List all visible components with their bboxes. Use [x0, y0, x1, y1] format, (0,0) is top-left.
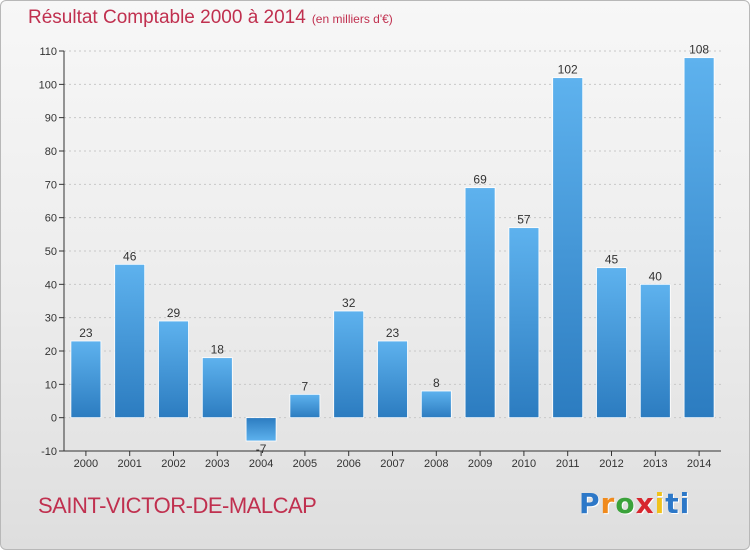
x-tick-label: 2013 — [643, 458, 667, 470]
x-tick-label: 2000 — [74, 458, 98, 470]
y-tick-label: 80 — [45, 146, 57, 158]
commune-name: SAINT-VICTOR-DE-MALCAP — [38, 493, 317, 518]
proxiti-logo: Proxiti — [579, 487, 691, 520]
x-tick-label: 2004 — [249, 458, 273, 470]
y-tick-label: 70 — [45, 179, 57, 191]
bar-2001 — [114, 263, 146, 419]
x-tick-label: 2006 — [336, 458, 360, 470]
bar-2012 — [596, 267, 627, 419]
data-label-2006: 32 — [342, 296, 356, 310]
data-label-2001: 46 — [123, 249, 137, 263]
x-tick-label: 2005 — [293, 458, 317, 470]
data-label-2008: 8 — [433, 376, 440, 390]
bar-2010 — [508, 227, 540, 419]
bar-2005 — [289, 393, 321, 419]
data-label-2004: -7 — [256, 442, 267, 456]
bar-2003 — [201, 357, 233, 419]
y-tick-label: 40 — [45, 279, 57, 291]
x-tick-label: 2003 — [205, 458, 229, 470]
x-tick-label: 2011 — [556, 458, 580, 470]
data-label-2000: 23 — [79, 326, 93, 340]
x-tick-label: 2012 — [599, 458, 623, 470]
y-tick-label: 100 — [39, 79, 57, 91]
x-tick-label: 2001 — [117, 458, 141, 470]
bar-2009 — [464, 187, 496, 419]
data-label-2010: 57 — [517, 213, 531, 227]
y-tick-label: 30 — [45, 313, 57, 325]
data-label-2011: 102 — [558, 63, 578, 77]
bar-2007 — [377, 340, 408, 419]
bar-2002 — [158, 320, 189, 419]
data-label-2002: 29 — [167, 306, 181, 320]
y-tick-label: 90 — [45, 113, 57, 125]
y-tick-label: 20 — [45, 346, 57, 358]
data-label-2003: 18 — [211, 343, 225, 357]
bar-2008 — [420, 390, 452, 419]
x-tick-label: 2014 — [687, 458, 711, 470]
data-label-2009: 69 — [473, 173, 487, 187]
y-tick-label: 50 — [45, 246, 57, 258]
bar-2004 — [245, 417, 277, 442]
y-tick-label: 60 — [45, 213, 57, 225]
x-tick-label: 2007 — [380, 458, 404, 470]
bar-2014 — [683, 57, 715, 419]
data-label-2012: 45 — [605, 253, 619, 267]
data-label-2014: 108 — [689, 43, 709, 57]
x-tick-label: 2002 — [161, 458, 185, 470]
chart-subtitle: (en milliers d'€) — [311, 12, 393, 26]
y-tick-label: 110 — [39, 46, 57, 58]
bar-2006 — [333, 310, 365, 419]
chart-title: Résultat Comptable 2000 à 2014 (en millie… — [28, 7, 393, 29]
x-tick-label: 2008 — [424, 458, 448, 470]
data-label-2007: 23 — [386, 326, 400, 340]
data-label-2013: 40 — [649, 269, 663, 283]
bar-2013 — [639, 283, 671, 419]
data-label-2005: 7 — [302, 379, 309, 393]
x-tick-label: 2010 — [512, 458, 536, 470]
y-tick-label: 0 — [51, 413, 57, 425]
y-tick-label: -10 — [41, 446, 57, 458]
x-tick-label: 2009 — [468, 458, 492, 470]
y-tick-label: 10 — [45, 379, 57, 391]
chart-title-text: Résultat Comptable 2000 à 2014 — [28, 7, 306, 28]
bar-2011 — [552, 77, 584, 419]
bar-2000 — [70, 340, 102, 419]
